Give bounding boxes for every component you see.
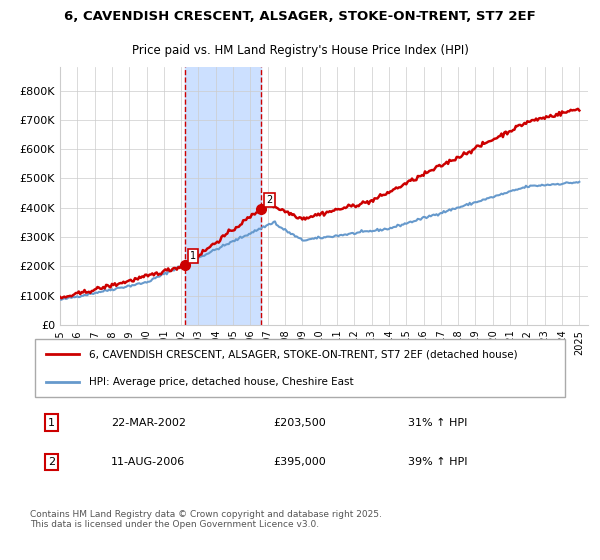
Text: 6, CAVENDISH CRESCENT, ALSAGER, STOKE-ON-TRENT, ST7 2EF: 6, CAVENDISH CRESCENT, ALSAGER, STOKE-ON… xyxy=(64,10,536,24)
FancyBboxPatch shape xyxy=(35,339,565,397)
Text: Contains HM Land Registry data © Crown copyright and database right 2025.
This d: Contains HM Land Registry data © Crown c… xyxy=(30,510,382,529)
Text: 22-MAR-2002: 22-MAR-2002 xyxy=(111,418,186,428)
Bar xyxy=(185,67,261,325)
Text: 1: 1 xyxy=(190,251,196,261)
Text: Price paid vs. HM Land Registry's House Price Index (HPI): Price paid vs. HM Land Registry's House … xyxy=(131,44,469,57)
Text: HPI: Average price, detached house, Cheshire East: HPI: Average price, detached house, Ches… xyxy=(89,377,354,388)
Text: 6, CAVENDISH CRESCENT, ALSAGER, STOKE-ON-TRENT, ST7 2EF (detached house): 6, CAVENDISH CRESCENT, ALSAGER, STOKE-ON… xyxy=(89,349,518,359)
Text: £203,500: £203,500 xyxy=(273,418,326,428)
Text: 31% ↑ HPI: 31% ↑ HPI xyxy=(408,418,467,428)
Text: 11-AUG-2006: 11-AUG-2006 xyxy=(111,457,185,467)
Text: 39% ↑ HPI: 39% ↑ HPI xyxy=(408,457,467,467)
Text: 2: 2 xyxy=(48,457,55,467)
Text: 1: 1 xyxy=(48,418,55,428)
Text: 2: 2 xyxy=(266,195,272,205)
Text: £395,000: £395,000 xyxy=(273,457,326,467)
